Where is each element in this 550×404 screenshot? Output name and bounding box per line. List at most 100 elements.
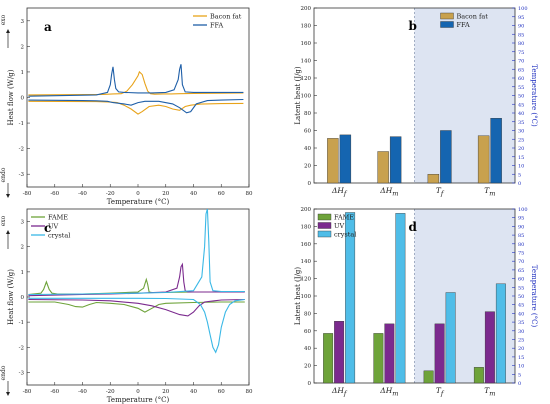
panel-letter: c [44, 221, 51, 235]
legend-swatch [317, 213, 332, 221]
y2-tick-label: 50 [518, 94, 524, 100]
bar-uv [334, 321, 345, 384]
y2-tick-label: 45 [518, 102, 524, 108]
endo-arrow-head [6, 194, 10, 198]
y2-tick-label: 60 [518, 76, 524, 82]
y-tick-label: -3 [19, 370, 25, 376]
y2-tick-label: 95 [518, 15, 524, 21]
x-tick-label: -40 [78, 389, 87, 395]
y2-axis-label: Temperature (°C) [530, 265, 538, 328]
x-tick-label: 20 [162, 191, 169, 197]
category-label: Tf [436, 386, 445, 398]
y-tick-label: 140 [301, 259, 312, 265]
x-tick-label: 80 [246, 191, 253, 197]
category-label: ΔHm [379, 186, 398, 198]
y-tick-label: 60 [304, 129, 311, 135]
y-tick-label: 100 [301, 294, 312, 300]
y2-tick-label: 85 [518, 233, 524, 239]
y2-tick-label: 10 [518, 164, 524, 170]
legend-swatch [317, 222, 332, 229]
y2-tick-label: 100 [518, 207, 528, 213]
y2-tick-label: 15 [518, 155, 524, 161]
bar-crystal [495, 283, 506, 384]
bar-crystal [345, 212, 356, 384]
y-tick-label: 20 [304, 164, 311, 170]
y2-tick-label: 15 [518, 355, 524, 361]
panel-letter: d [408, 220, 417, 234]
category-label: ΔHf [331, 386, 348, 398]
y-tick-label: 160 [301, 242, 312, 248]
y-tick-label: -3 [19, 172, 25, 178]
y-tick-label: 140 [301, 59, 312, 65]
series-line-uv [28, 262, 245, 297]
exo-arrow-head [6, 29, 10, 33]
panel-c: -80 -60 -40 -20 0 20 40 60 80 -3 -2 -1 0 1 2 3 Temperatu… [0, 208, 253, 404]
y2-tick-label: 70 [518, 59, 524, 65]
y-tick-label: 2 [21, 44, 25, 50]
series-line-bacon-fat [28, 70, 244, 96]
x-tick-label: 20 [162, 389, 169, 395]
y2-tick-label: 70 [518, 259, 524, 265]
series-line-uv [28, 298, 245, 317]
bar-ffa [389, 136, 402, 184]
exo-arrow-head [6, 230, 10, 234]
y2-tick-label: 60 [518, 277, 524, 283]
bar-bacon-fat [327, 138, 339, 184]
y-tick-label: 0 [308, 381, 312, 387]
x-tick-label: -60 [50, 389, 59, 395]
bar-bacon-fat [377, 151, 389, 184]
y-tick-label: -1 [19, 121, 24, 127]
y2-tick-label: 10 [518, 364, 524, 370]
y-tick-label: 40 [304, 346, 311, 352]
x-axis-label: Temperature (°C) [107, 396, 170, 404]
y-tick-label: 180 [301, 224, 312, 230]
x-tick-label: 40 [190, 389, 197, 395]
y-tick-label: 0 [21, 295, 25, 301]
endo-arrow-head [6, 392, 10, 396]
legend-label: crystal [334, 231, 356, 239]
panel-a: -80 -60 -40 -20 0 20 40 60 80 -3 -2 -1 0 1 2 3 Temperatu… [0, 7, 253, 206]
y-axis-label: Latent heat (J/g) [294, 66, 302, 125]
x-tick-label: -80 [23, 389, 32, 395]
series-line-crystal [28, 297, 245, 354]
panel-d: 0 20 40 60 80 100 120 140 160 180 200 0 5 10 15 20 25 30 3… [294, 207, 538, 398]
legend-label: FAME [48, 214, 68, 222]
x-tick-label: 60 [218, 191, 225, 197]
y-tick-label: 80 [304, 111, 311, 117]
category-label: Tm [484, 386, 495, 398]
y-tick-label: 0 [308, 181, 312, 187]
series-line-fame [28, 301, 245, 313]
bar-fame [473, 367, 484, 384]
y-axis-label: Heat flow (W/g) [7, 69, 15, 125]
y2-tick-label: 30 [518, 329, 524, 335]
y2-tick-label: 20 [518, 346, 524, 352]
legend-label: Bacon fat [210, 13, 242, 21]
y2-tick-label: 55 [518, 285, 524, 291]
y-tick-label: 180 [301, 24, 312, 30]
x-tick-label: -40 [78, 191, 87, 197]
y2-tick-label: 90 [518, 24, 524, 30]
y-tick-label: 3 [21, 220, 25, 226]
x-tick-label: -20 [106, 389, 115, 395]
category-label: Tm [484, 186, 495, 198]
x-tick-label: 60 [218, 389, 225, 395]
y-axis-label: Heat flow (W/g) [7, 269, 15, 325]
y-tick-label: -1 [19, 320, 24, 326]
y2-tick-label: 25 [518, 338, 524, 344]
bar-crystal [445, 292, 456, 384]
legend-label: FFA [210, 22, 223, 30]
y-tick-label: 3 [21, 19, 25, 25]
y2-tick-label: 45 [518, 303, 524, 309]
series-line-crystal [28, 209, 245, 296]
bar-ffa [339, 134, 352, 184]
x-tick-label: 80 [246, 389, 253, 395]
bar-ffa [490, 118, 502, 184]
y-tick-label: 40 [304, 146, 311, 152]
y2-tick-label: 100 [518, 6, 528, 12]
endo-label: endo [0, 365, 7, 380]
y-tick-label: 160 [301, 41, 312, 47]
y2-tick-label: 5 [518, 372, 521, 378]
y2-tick-label: 30 [518, 129, 524, 135]
y2-tick-label: 35 [518, 320, 524, 326]
endo-label: endo [0, 167, 7, 182]
